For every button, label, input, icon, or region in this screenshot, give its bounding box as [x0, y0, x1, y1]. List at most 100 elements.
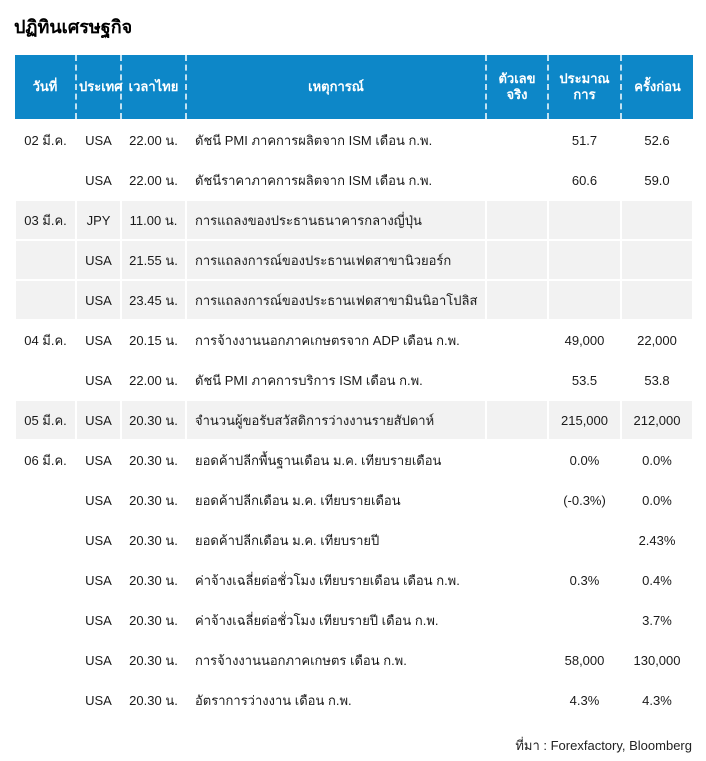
table-row: USA 20.30 น. ยอดค้าปลีกเดือน ม.ค. เทียบราย… — [14, 519, 694, 561]
table-body: 02 มี.ค. USA 22.00 น. ดัชนี PMI ภาคการผลิตจ… — [14, 119, 694, 721]
table-row: 06 มี.ค. USA 20.30 น. ยอดค้าปลีกพื้นฐานเดือ… — [14, 439, 694, 481]
event-cell: ยอดค้าปลีกเดือน ม.ค. เทียบรายปี — [185, 519, 487, 561]
date-cell — [14, 279, 77, 321]
country-cell: USA — [75, 599, 122, 641]
date-cell — [14, 239, 77, 281]
country-cell: JPY — [75, 199, 122, 241]
page-title: ปฏิทินเศรษฐกิจ — [14, 17, 133, 37]
estimate-value-cell — [547, 599, 622, 641]
date-cell — [14, 479, 77, 521]
previous-value-cell: 3.7% — [620, 599, 694, 641]
table-row: USA 20.30 น. ยอดค้าปลีกเดือน ม.ค. เทียบราย… — [14, 479, 694, 521]
actual-value-cell — [485, 519, 549, 561]
estimate-value-cell: 0.0% — [547, 439, 622, 481]
previous-value-cell — [620, 279, 694, 321]
actual-value-cell — [485, 279, 549, 321]
event-cell: จำนวนผู้ขอรับสวัสดิการว่างงานรายสัปดาห์ — [185, 399, 487, 441]
actual-value-cell — [485, 599, 549, 641]
estimate-value-cell: 4.3% — [547, 679, 622, 721]
date-cell — [14, 679, 77, 721]
column-header-event: เหตุการณ์ — [185, 55, 486, 120]
previous-value-cell: 0.0% — [620, 479, 694, 521]
estimate-value-cell — [547, 519, 622, 561]
estimate-value-cell: 53.5 — [547, 359, 622, 401]
actual-value-cell — [485, 559, 549, 601]
time-cell: 11.00 น. — [120, 199, 187, 241]
estimate-value-cell — [547, 199, 622, 241]
country-cell: USA — [75, 279, 122, 321]
header-row: วันที่ ประเทศ เวลาไทย เหตุการณ์ ตัวเลขจร… — [15, 55, 693, 120]
time-cell: 22.00 น. — [120, 159, 187, 201]
actual-value-cell — [485, 439, 549, 481]
date-cell — [14, 159, 77, 201]
previous-value-cell: 2.43% — [620, 519, 694, 561]
time-cell: 22.00 น. — [120, 359, 187, 401]
previous-value-cell: 130,000 — [620, 639, 694, 681]
time-cell: 20.30 น. — [120, 639, 187, 681]
column-header-country: ประเทศ — [75, 55, 122, 120]
previous-value-cell: 212,000 — [620, 399, 694, 441]
estimate-value-cell — [547, 279, 622, 321]
actual-value-cell — [485, 159, 549, 201]
event-cell: ยอดค้าปลีกเดือน ม.ค. เทียบรายเดือน — [185, 479, 487, 521]
time-cell: 20.30 น. — [120, 599, 187, 641]
time-cell: 20.30 น. — [120, 519, 187, 561]
date-cell — [14, 639, 77, 681]
date-cell: 04 มี.ค. — [14, 319, 77, 361]
event-cell: การแถลงการณ์ของประธานเฟดสาขามินนิอาโปลิส — [185, 279, 487, 321]
estimate-value-cell: 49,000 — [547, 319, 622, 361]
date-cell: 03 มี.ค. — [14, 199, 77, 241]
table-row: USA 20.30 น. ค่าจ้างเฉลี่ยต่อชั่วโมง เทียบ… — [14, 559, 694, 601]
event-cell: ค่าจ้างเฉลี่ยต่อชั่วโมง เทียบรายปี เดือน… — [185, 599, 487, 641]
actual-value-cell — [485, 479, 549, 521]
time-cell: 21.55 น. — [120, 239, 187, 281]
country-cell: USA — [75, 239, 122, 281]
date-cell — [14, 519, 77, 561]
country-cell: USA — [75, 559, 122, 601]
actual-value-cell — [485, 639, 549, 681]
previous-value-cell: 59.0 — [620, 159, 694, 201]
time-cell: 20.15 น. — [120, 319, 187, 361]
country-cell: USA — [75, 439, 122, 481]
date-cell — [14, 359, 77, 401]
table-row: USA 22.00 น. ดัชนี PMI ภาคการบริการ ISM เด… — [14, 359, 694, 401]
previous-value-cell: 52.6 — [620, 119, 694, 161]
estimate-value-cell: (-0.3%) — [547, 479, 622, 521]
previous-value-cell — [620, 239, 694, 281]
previous-value-cell: 22,000 — [620, 319, 694, 361]
estimate-value-cell: 215,000 — [547, 399, 622, 441]
time-cell: 22.00 น. — [120, 119, 187, 161]
table-row: USA 20.30 น. การจ้างงานนอกภาคเกษตร เดือน ก… — [14, 639, 694, 681]
country-cell: USA — [75, 399, 122, 441]
column-header-date: วันที่ — [15, 55, 76, 120]
time-cell: 20.30 น. — [120, 559, 187, 601]
table-row: USA 23.45 น. การแถลงการณ์ของประธานเฟดสาขาม… — [14, 279, 694, 321]
economic-calendar-table: วันที่ ประเทศ เวลาไทย เหตุการณ์ ตัวเลขจร… — [14, 55, 694, 721]
time-cell: 20.30 น. — [120, 439, 187, 481]
date-cell: 02 มี.ค. — [14, 119, 77, 161]
table-header: วันที่ ประเทศ เวลาไทย เหตุการณ์ ตัวเลขจร… — [15, 55, 693, 120]
column-header-actual: ตัวเลขจริง — [485, 55, 548, 120]
date-cell: 05 มี.ค. — [14, 399, 77, 441]
time-cell: 20.30 น. — [120, 679, 187, 721]
country-cell: USA — [75, 639, 122, 681]
country-cell: USA — [75, 359, 122, 401]
country-cell: USA — [75, 159, 122, 201]
actual-value-cell — [485, 399, 549, 441]
time-cell: 23.45 น. — [120, 279, 187, 321]
event-cell: ค่าจ้างเฉลี่ยต่อชั่วโมง เทียบรายเดือน เด… — [185, 559, 487, 601]
previous-value-cell: 53.8 — [620, 359, 694, 401]
country-cell: USA — [75, 479, 122, 521]
country-cell: USA — [75, 119, 122, 161]
table-row: USA 21.55 น. การแถลงการณ์ของประธานเฟดสาขาน… — [14, 239, 694, 281]
event-cell: ยอดค้าปลีกพื้นฐานเดือน ม.ค. เทียบรายเดือ… — [185, 439, 487, 481]
table-row: 02 มี.ค. USA 22.00 น. ดัชนี PMI ภาคการผลิตจ… — [14, 119, 694, 161]
estimate-value-cell: 58,000 — [547, 639, 622, 681]
previous-value-cell: 0.0% — [620, 439, 694, 481]
column-header-estimate: ประมาณ การ — [547, 55, 621, 120]
actual-value-cell — [485, 679, 549, 721]
country-cell: USA — [75, 319, 122, 361]
estimate-value-cell: 0.3% — [547, 559, 622, 601]
estimate-value-cell: 51.7 — [547, 119, 622, 161]
date-cell: 06 มี.ค. — [14, 439, 77, 481]
